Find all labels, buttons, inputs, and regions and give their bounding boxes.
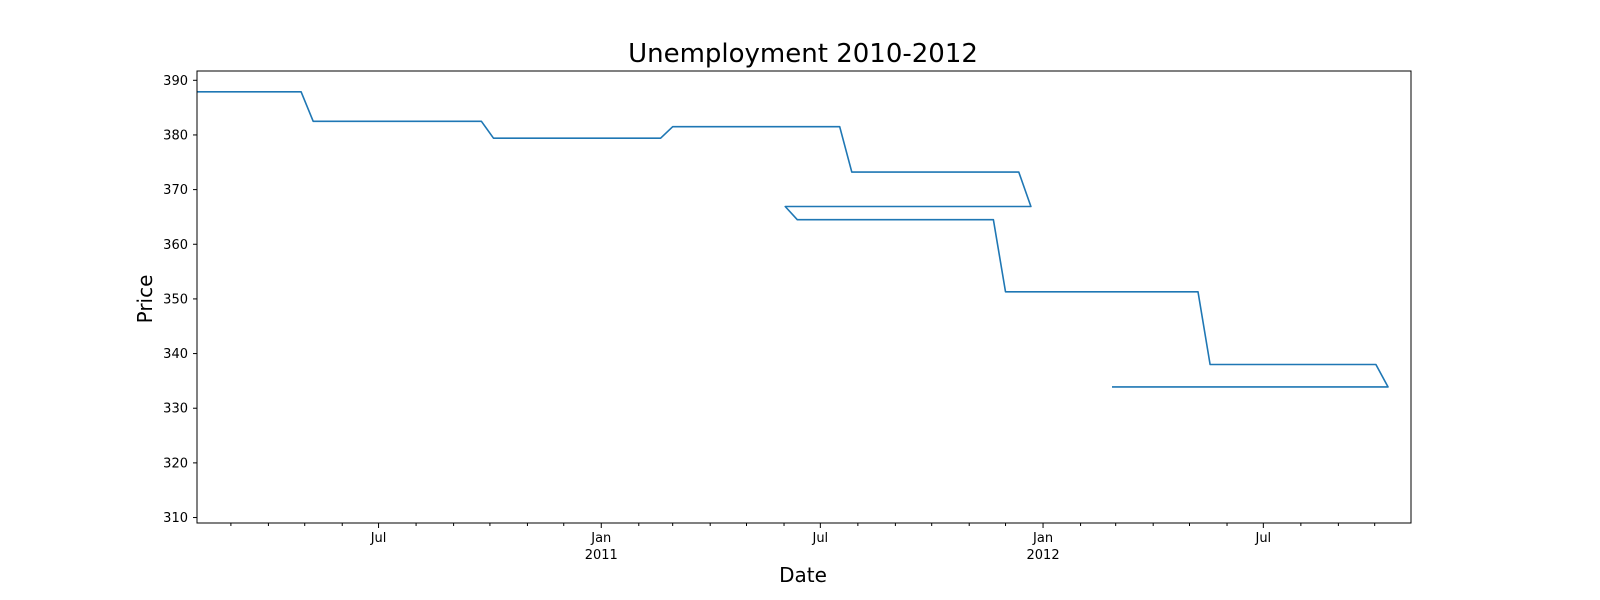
y-tick-label: 360 [163, 238, 188, 253]
y-tick-label: 310 [163, 511, 188, 526]
y-axis: 310 320 330 340 350 360 370 380 390 [163, 74, 197, 526]
x-tick-label: Jan [1032, 531, 1053, 546]
y-axis-title: Price [133, 275, 157, 324]
y-tick-label: 340 [163, 347, 188, 362]
y-tick-label: 380 [163, 128, 188, 143]
x-tick-label: Jan [590, 531, 611, 546]
x-tick-label: Jul [811, 531, 828, 546]
y-tick-label: 330 [163, 402, 188, 417]
x-tick-year-label: 2011 [585, 548, 618, 563]
plot-area [196, 70, 1412, 524]
y-tick-label: 370 [163, 183, 188, 198]
plot-frame [196, 70, 1412, 524]
y-tick-label: 350 [163, 292, 188, 307]
y-tick-label: 390 [163, 74, 188, 89]
chart-title: Unemployment 2010-2012 [628, 39, 978, 69]
x-tick-label: Jul [1254, 531, 1271, 546]
y-tick-label: 320 [163, 456, 188, 471]
x-tick-label: Jul [370, 531, 387, 546]
x-tick-year-label: 2012 [1027, 548, 1060, 563]
series-line-0 [197, 91, 1389, 388]
x-axis: Jul Jan 2011 Jul Jan 2012 Jul [230, 523, 1376, 563]
x-axis-title: Date [779, 563, 827, 587]
